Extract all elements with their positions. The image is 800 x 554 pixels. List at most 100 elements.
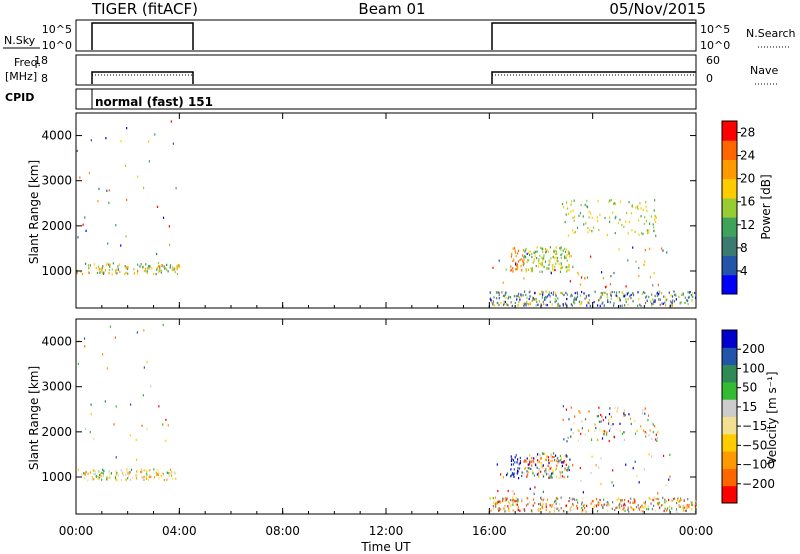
data-cell (115, 224, 117, 227)
data-cell (533, 492, 535, 495)
data-cell (551, 505, 553, 508)
time-tick-label: 04:00 (162, 524, 197, 538)
data-cell (536, 466, 538, 469)
power-data-cells (76, 120, 697, 308)
data-cell (91, 478, 93, 481)
data-cell (618, 497, 620, 500)
data-cell (145, 472, 148, 475)
data-cell (605, 285, 607, 288)
data-cell (655, 438, 657, 441)
data-cell (567, 234, 569, 237)
data-cell (160, 269, 162, 273)
data-cell (555, 468, 557, 471)
data-cell (591, 216, 593, 220)
data-cell (566, 297, 568, 301)
data-cell (686, 299, 689, 303)
data-cell (627, 303, 629, 306)
data-cell (512, 496, 514, 499)
data-cell (522, 254, 524, 257)
data-cell (127, 471, 129, 474)
data-cell (104, 400, 106, 403)
data-cell (523, 304, 525, 307)
data-cell (498, 291, 500, 295)
data-cell (528, 463, 530, 466)
data-cell (581, 510, 583, 513)
data-cell (546, 295, 549, 298)
data-cell (528, 253, 531, 257)
data-cell (120, 469, 122, 472)
data-cell (512, 498, 515, 502)
data-cell (97, 476, 99, 479)
data-cell (568, 499, 570, 503)
data-cell (529, 460, 531, 463)
data-cell (523, 302, 525, 305)
data-cell (655, 509, 657, 512)
data-cell (615, 294, 617, 297)
data-cell (512, 489, 514, 493)
data-cell (672, 299, 674, 302)
colorbar-cell (722, 121, 737, 141)
data-cell (626, 292, 628, 295)
colorbar-tick-label: 15 (742, 400, 757, 414)
data-cell (621, 499, 623, 502)
data-cell (102, 353, 104, 356)
data-cell (510, 475, 512, 478)
data-cell (549, 295, 551, 298)
data-cell (612, 202, 615, 206)
data-cell (165, 418, 167, 422)
data-cell (603, 291, 605, 294)
data-cell (645, 220, 648, 223)
data-cell (101, 471, 103, 474)
data-cell (572, 229, 574, 232)
data-cell (525, 504, 528, 507)
data-cell (535, 465, 537, 468)
data-cell (97, 200, 99, 203)
data-cell (530, 267, 532, 270)
data-cell (133, 268, 135, 271)
data-cell (595, 426, 597, 430)
data-cell (627, 259, 629, 262)
data-cell (627, 505, 629, 509)
data-cell (563, 247, 566, 251)
data-cell (542, 506, 544, 510)
colorbar-cell (722, 381, 737, 400)
data-cell (680, 498, 682, 502)
data-cell (565, 291, 567, 295)
data-cell (640, 215, 642, 218)
data-cell (536, 250, 538, 253)
data-cell (659, 298, 661, 301)
data-cell (647, 507, 650, 511)
data-cell (619, 299, 621, 302)
data-cell (104, 269, 107, 272)
data-cell (514, 301, 516, 305)
data-cell (510, 463, 513, 466)
data-cell (617, 221, 619, 225)
data-cell (511, 499, 513, 502)
data-cell (142, 476, 144, 479)
data-cell (598, 228, 600, 232)
data-cell (611, 507, 613, 510)
data-cell (601, 302, 603, 305)
data-cell (582, 504, 585, 508)
data-cell (614, 231, 616, 235)
data-cell (593, 300, 595, 304)
data-cell (502, 294, 505, 298)
data-cell (545, 250, 547, 253)
data-cell (606, 433, 608, 436)
data-cell (648, 229, 650, 232)
data-cell (531, 299, 533, 303)
data-cell (608, 439, 610, 443)
data-cell (666, 509, 668, 512)
data-cell (602, 276, 605, 280)
data-cell (525, 247, 527, 250)
data-cell (636, 475, 638, 478)
data-cell (648, 222, 651, 225)
data-cell (514, 249, 517, 252)
data-cell (643, 222, 645, 225)
data-cell (658, 293, 660, 296)
data-cell (516, 266, 519, 269)
data-cell (526, 302, 528, 305)
data-cell (540, 303, 542, 306)
data-cell (533, 258, 535, 261)
data-cell (601, 415, 603, 418)
